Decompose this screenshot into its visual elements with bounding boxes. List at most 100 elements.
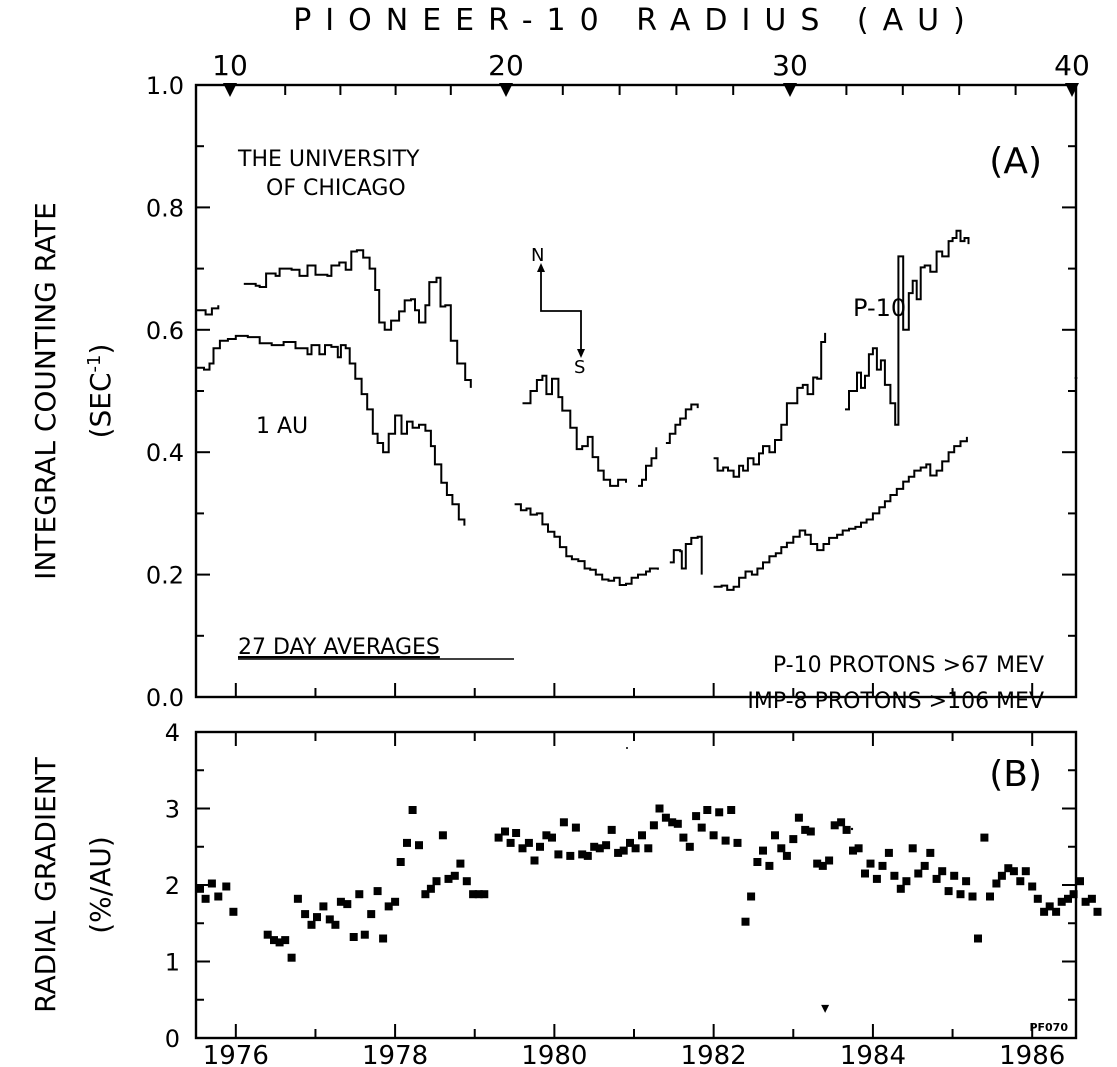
gradient-point: [692, 812, 701, 821]
gradient-point: [747, 892, 756, 901]
gradient-point: [1064, 894, 1072, 903]
gradient-point: [590, 842, 599, 851]
ylabel-unit: (SEC: [84, 372, 117, 438]
gradient-point: [518, 844, 527, 853]
gradient-point: [201, 894, 210, 903]
panel-a-ylabel-line2: (SEC-1): [84, 344, 118, 439]
south-label: S: [574, 357, 585, 378]
gradient-point: [765, 861, 774, 870]
gradient-point: [542, 831, 551, 840]
panel-b-label: (B): [989, 754, 1042, 795]
gradient-point: [974, 934, 982, 943]
p10-rate-line: [713, 332, 827, 478]
gradient-point: [512, 829, 521, 837]
gradient-point: [878, 861, 887, 870]
gradient-point: [421, 890, 430, 899]
gradient-outlier-point: [821, 1004, 830, 1013]
gradient-point: [638, 831, 646, 840]
gradient-point: [462, 877, 471, 886]
p10-rate-line: [522, 374, 627, 487]
gradient-point: [355, 890, 364, 899]
one-au-rate-line: [669, 535, 703, 575]
gradient-point: [426, 884, 435, 893]
gradient-point: [331, 920, 340, 929]
gradient-point: [902, 877, 911, 886]
gradient-point: [275, 938, 284, 947]
gradient-point: [571, 823, 580, 832]
gradient-point: [1081, 897, 1090, 906]
north-label: N: [531, 245, 544, 266]
gradient-point: [229, 907, 238, 916]
gradient-point: [709, 831, 718, 840]
p10-rate-line: [243, 249, 472, 388]
ylabel-superscript: -1: [84, 355, 105, 373]
p10-rate-line: [196, 305, 220, 316]
gradient-point: [962, 877, 971, 886]
gradient-point: [325, 915, 334, 924]
gradient-point: [501, 827, 509, 836]
radius-tick-marker: [783, 83, 797, 97]
gradient-point: [343, 900, 352, 909]
panel-a-ytick-label: 0.4: [146, 439, 184, 467]
gradient-point: [287, 953, 296, 962]
one-au-rate-line: [196, 334, 466, 526]
panel-b-ytick-label: 1: [165, 949, 180, 977]
gradient-point: [391, 897, 400, 906]
panel-a-ytick-label: 1.0: [146, 72, 184, 100]
panel-b-xtick-label: 1976: [203, 1041, 269, 1067]
gradient-point: [1040, 907, 1049, 916]
gradient-point: [789, 835, 798, 844]
gradient-point: [668, 818, 677, 827]
gradient-point: [721, 836, 730, 845]
gradient-point: [396, 858, 405, 866]
gradient-point: [281, 936, 290, 945]
gradient-point: [926, 848, 935, 857]
gradient-point: [777, 844, 786, 853]
series-label-p10: P-10: [853, 294, 906, 322]
panel-a-ytick-label: 0.6: [146, 317, 184, 345]
panel-b-points: [196, 804, 1102, 1013]
panel-b-ytick-label: 3: [165, 796, 180, 824]
gradient-point: [336, 897, 345, 906]
gradient-point: [536, 842, 544, 851]
gradient-point: [890, 871, 899, 880]
gradient-point: [997, 871, 1006, 880]
gradient-point: [884, 848, 893, 857]
gradient-point: [992, 879, 1001, 888]
gradient-point: [1069, 890, 1078, 899]
panel-b-xtick-label: 1982: [681, 1041, 747, 1067]
gradient-point: [566, 851, 575, 860]
panel-b-xtick-label: 1978: [362, 1041, 428, 1067]
gradient-point: [944, 887, 953, 896]
institution-line2: OF CHICAGO: [266, 176, 406, 201]
gradient-point: [494, 833, 503, 842]
gradient-point: [661, 813, 670, 822]
radius-tick-marker: [499, 83, 513, 97]
gradient-point: [438, 831, 447, 840]
gradient-point: [837, 818, 846, 827]
stray-mark: [1074, 376, 1078, 380]
gradient-point: [759, 846, 767, 855]
gradient-point: [263, 930, 272, 939]
gradient-point: [956, 890, 965, 899]
gradient-point: [914, 869, 923, 878]
p10-rate-line: [845, 229, 970, 426]
gradient-point: [830, 821, 839, 830]
gradient-point: [932, 874, 941, 883]
gradient-point: [1052, 907, 1061, 916]
gradient-point: [583, 851, 592, 860]
series-label-1au: 1 AU: [256, 414, 308, 439]
gradient-point: [986, 892, 994, 901]
gradient-point: [938, 867, 947, 876]
one-au-rate-line: [514, 503, 659, 586]
gradient-point: [619, 846, 628, 855]
gradient-point: [207, 879, 216, 888]
gradient-point: [554, 850, 563, 859]
gradient-point: [530, 856, 539, 865]
gradient-point: [920, 861, 929, 870]
gradient-point: [607, 825, 616, 834]
gradient-point: [222, 882, 231, 891]
gradient-point: [801, 825, 810, 834]
gradient-point: [813, 859, 822, 868]
